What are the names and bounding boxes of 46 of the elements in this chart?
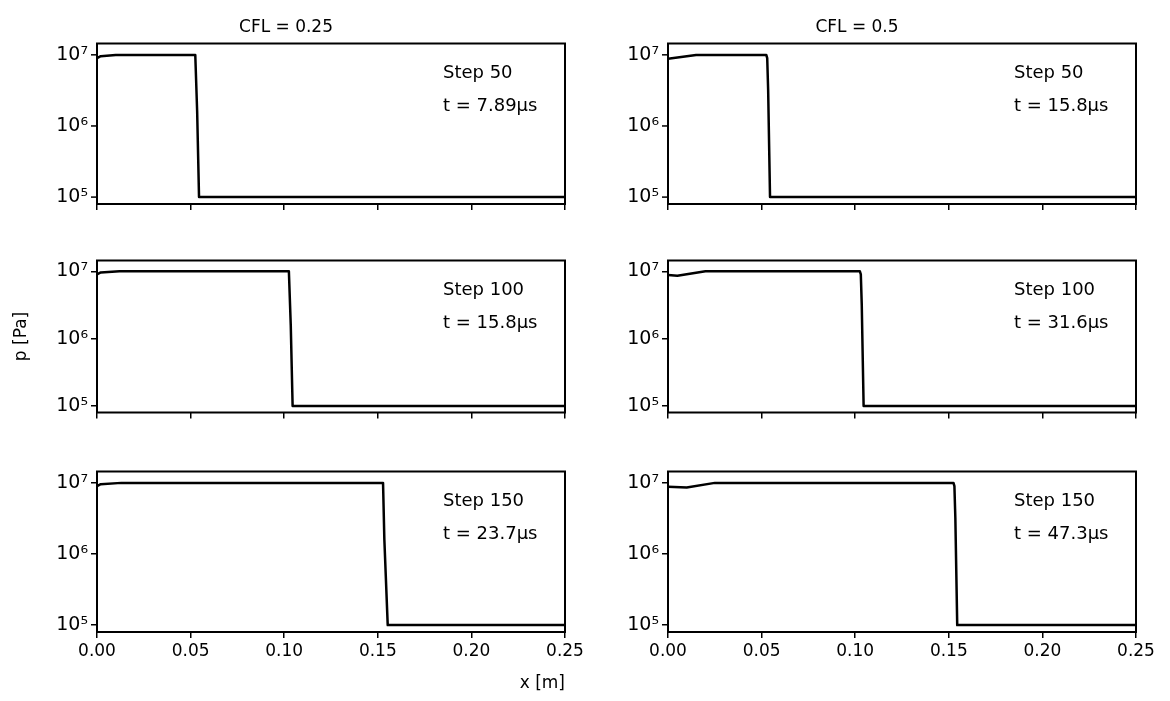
y-tick-label: 10⁶ xyxy=(627,325,659,348)
y-tick-label: 10⁶ xyxy=(56,540,88,563)
x-tick-label: 0.10 xyxy=(265,639,304,660)
y-tick-label: 10⁷ xyxy=(56,41,88,64)
y-tick-label: 10⁷ xyxy=(56,469,88,492)
y-tick-label: 10⁶ xyxy=(56,112,88,135)
x-tick-label: 0.25 xyxy=(546,639,584,660)
annotation: t = 7.89μs xyxy=(443,93,538,115)
y-tick-label: 10⁵ xyxy=(56,612,88,635)
chart-title: CFL = 0.5 xyxy=(815,15,899,36)
y-tick-label: 10⁵ xyxy=(627,612,659,635)
x-tick-label: 0.10 xyxy=(836,639,875,660)
y-tick-label: 10⁵ xyxy=(56,183,88,206)
annotation: t = 15.8μs xyxy=(1014,93,1109,115)
y-tick-label: 10⁵ xyxy=(627,393,659,416)
y-tick-label: 10⁵ xyxy=(627,183,659,206)
annotation: t = 15.8μs xyxy=(443,311,538,333)
annotation: Step 150 xyxy=(1014,489,1096,511)
annotation: Step 100 xyxy=(1014,278,1096,300)
x-tick-label: 0.15 xyxy=(929,639,968,660)
annotation: Step 50 xyxy=(443,60,513,82)
x-tick-label: 0.00 xyxy=(78,639,116,660)
x-tick-label: 0.15 xyxy=(358,639,397,660)
x-tick-label: 0.20 xyxy=(452,639,491,660)
x-tick-label: 0.20 xyxy=(1023,639,1062,660)
annotation: Step 50 xyxy=(1014,60,1084,82)
y-tick-label: 10⁷ xyxy=(627,41,659,64)
y-tick-label: 10⁶ xyxy=(627,540,659,563)
y-tick-label: 10⁷ xyxy=(627,258,659,281)
x-tick-label: 0.05 xyxy=(171,639,210,660)
chart-title: CFL = 0.25 xyxy=(239,15,333,36)
annotation: Step 150 xyxy=(443,489,525,511)
y-tick-label: 10⁷ xyxy=(627,469,659,492)
annotation: Step 100 xyxy=(443,278,525,300)
y-axis-title: p [Pa] xyxy=(9,311,30,362)
x-tick-label: 0.00 xyxy=(649,639,687,660)
y-tick-label: 10⁶ xyxy=(56,325,88,348)
annotation: t = 31.6μs xyxy=(1014,311,1109,333)
annotation: t = 47.3μs xyxy=(1014,522,1109,544)
x-tick-label: 0.25 xyxy=(1117,639,1155,660)
x-tick-label: 0.05 xyxy=(742,639,781,660)
y-tick-label: 10⁷ xyxy=(56,258,88,281)
y-tick-label: 10⁶ xyxy=(627,112,659,135)
y-tick-label: 10⁵ xyxy=(56,393,88,416)
annotation: t = 23.7μs xyxy=(443,522,538,544)
x-axis-title: x [m] xyxy=(519,672,565,693)
